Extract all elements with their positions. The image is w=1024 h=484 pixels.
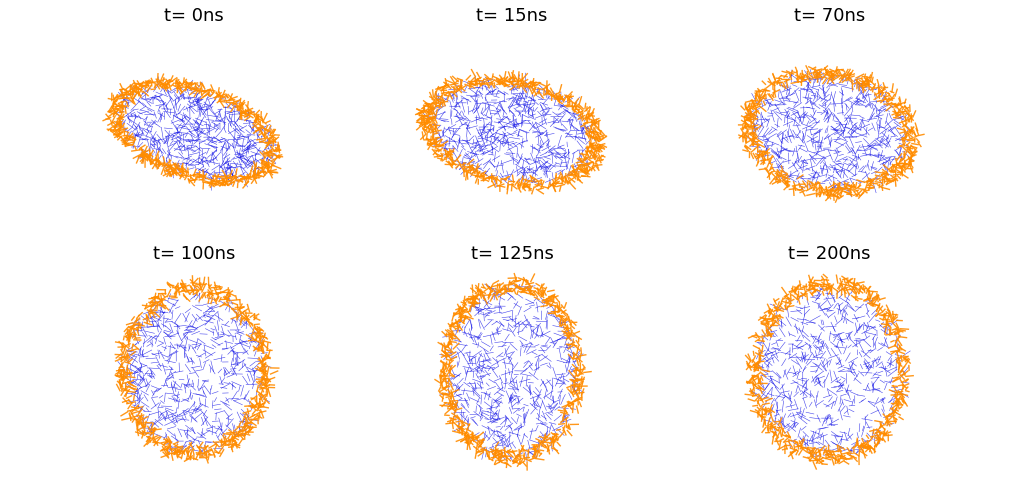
Title: t= 70ns: t= 70ns [794, 7, 865, 25]
Title: t= 125ns: t= 125ns [471, 245, 553, 263]
Title: t= 0ns: t= 0ns [165, 7, 224, 25]
Title: t= 100ns: t= 100ns [154, 245, 236, 263]
Title: t= 200ns: t= 200ns [788, 245, 871, 263]
Title: t= 15ns: t= 15ns [476, 7, 548, 25]
